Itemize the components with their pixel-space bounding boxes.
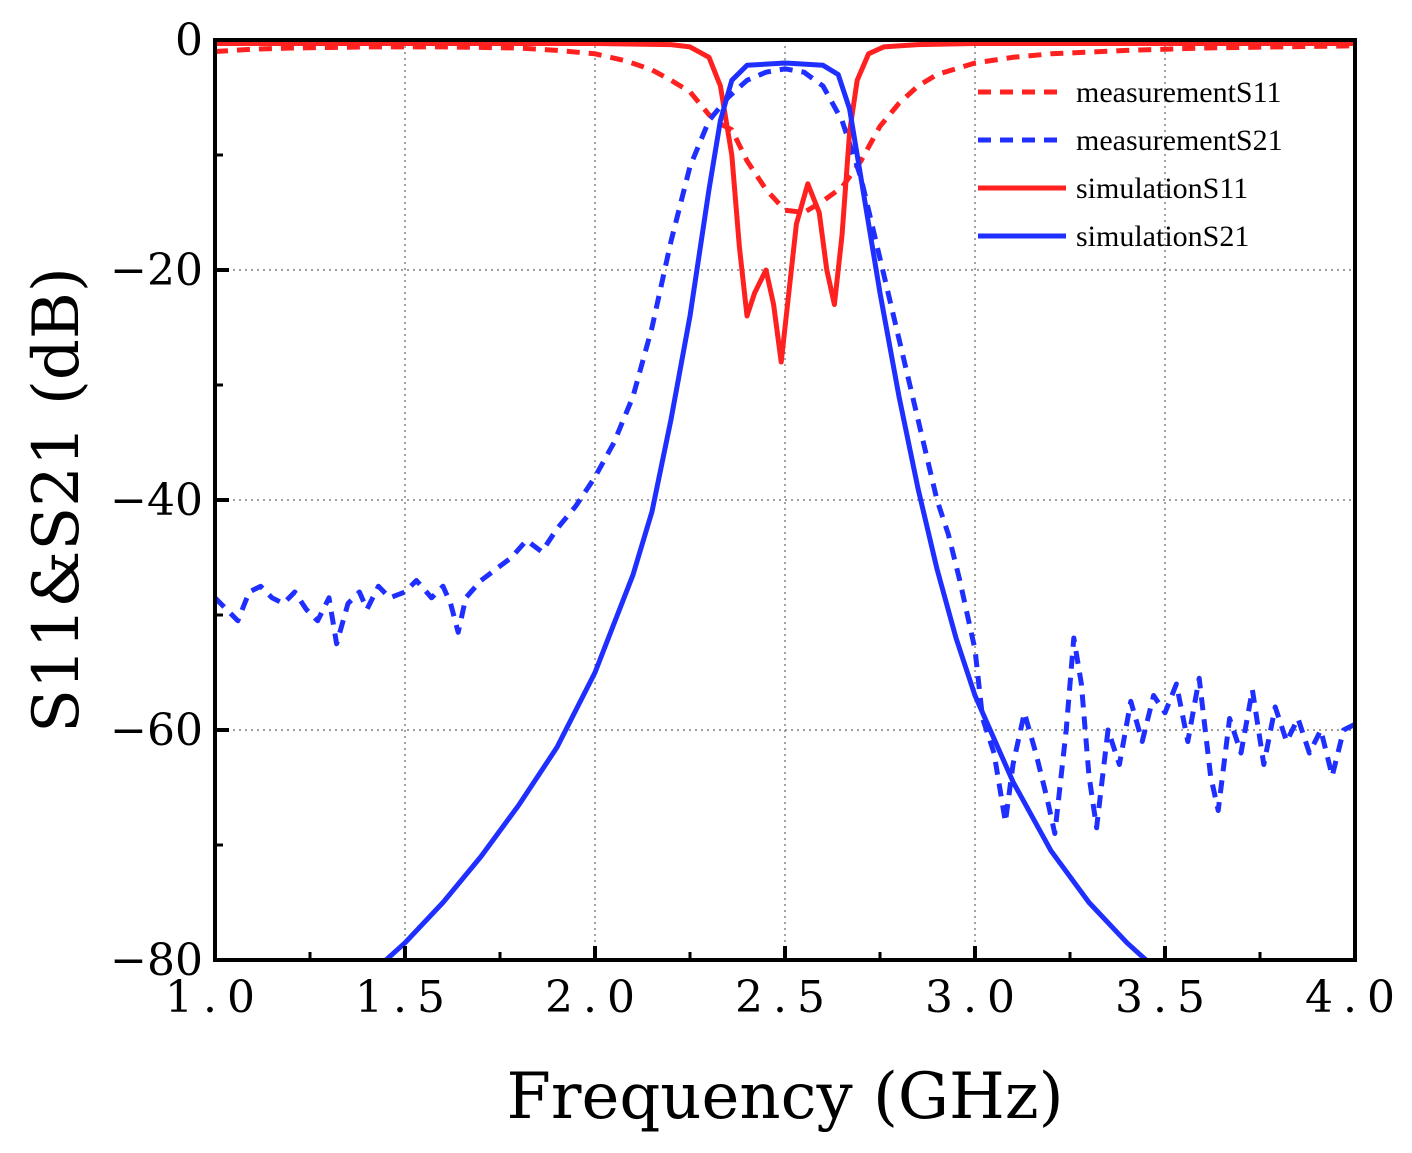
x-tick-label: 1.0 xyxy=(165,972,265,1023)
series-line-simulationS21 xyxy=(383,60,1149,960)
series-line-measurementS21 xyxy=(215,66,1355,836)
series-line-simulationS11 xyxy=(215,41,1355,365)
x-tick-label: 3.0 xyxy=(925,972,1025,1023)
y-tick-label: −20 xyxy=(110,245,203,296)
grid-layer xyxy=(215,40,1355,960)
y-tick-label: −80 xyxy=(110,935,203,986)
legend-label-simulationS21: simulationS21 xyxy=(1076,220,1249,253)
y-tick-label: 0 xyxy=(175,15,203,66)
x-tick-label: 2.0 xyxy=(545,972,645,1023)
x-tick-label: 3.5 xyxy=(1115,972,1215,1023)
series-layer xyxy=(215,41,1355,960)
ticks-layer: 1.0 1.5 2.0 2.5 3.0 3.5 4.0 0 −20 −40 −60 −80 xyxy=(110,15,1405,1023)
legend-label-measurementS11: measurementS11 xyxy=(1076,76,1282,109)
x-tick-label: 2.5 xyxy=(735,972,835,1023)
legend: measurementS11 measurementS21 simulationS1… xyxy=(978,76,1283,253)
legend-label-simulationS11: simulationS11 xyxy=(1076,172,1248,205)
series-line-measurementS11 xyxy=(215,43,1355,215)
legend-label-measurementS21: measurementS21 xyxy=(1076,124,1283,157)
y-tick-label: −60 xyxy=(110,705,203,756)
x-tick-label: 1.5 xyxy=(355,972,455,1023)
y-axis-title: S11&S21 (dB) xyxy=(20,267,94,733)
y-tick-label: −40 xyxy=(110,475,203,526)
x-tick-label: 4.0 xyxy=(1305,972,1405,1023)
x-axis-title: Frequency (GHz) xyxy=(506,1060,1063,1134)
